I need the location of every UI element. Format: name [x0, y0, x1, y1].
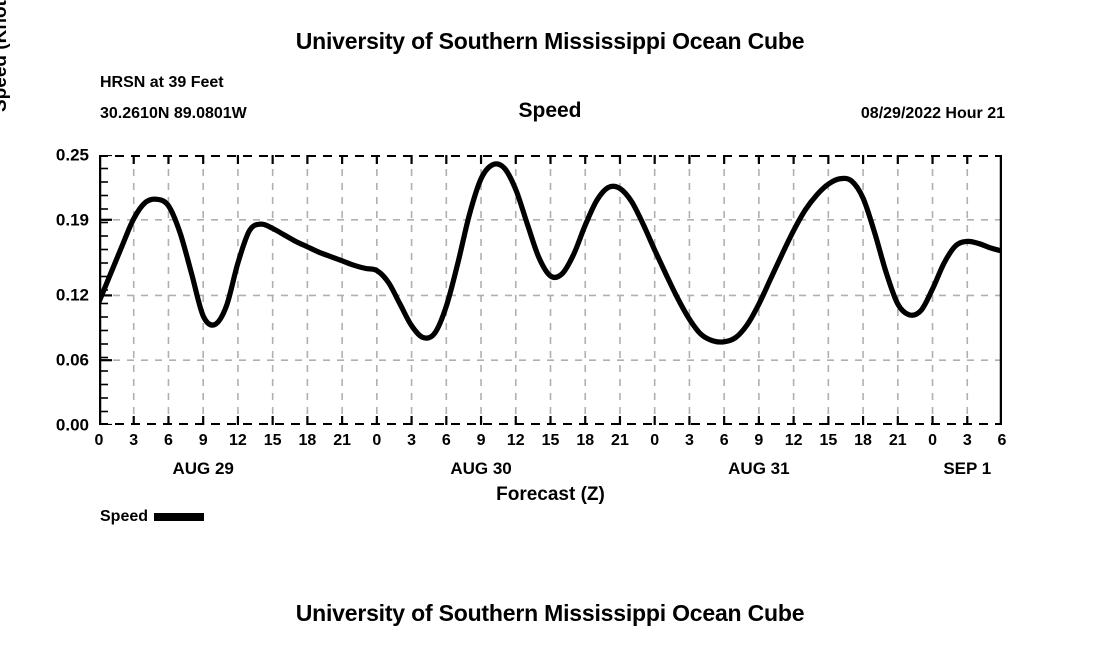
- x-tick-label: 3: [129, 432, 139, 449]
- y-tick-label: 0.12: [55, 285, 89, 305]
- run-time-label: 08/29/2022 Hour 21: [860, 105, 1005, 122]
- x-tick-label: 0: [928, 432, 937, 449]
- x-day-label: AUG 30: [450, 459, 512, 478]
- y-axis-label: Speed (Knots): [0, 0, 11, 112]
- x-tick-label: 3: [407, 432, 417, 449]
- x-tick-label: 18: [854, 432, 872, 449]
- x-tick-label: 6: [719, 432, 729, 449]
- x-tick-label: 9: [198, 432, 208, 449]
- variable-title: Speed: [518, 99, 582, 122]
- x-tick-label: 3: [684, 432, 694, 449]
- legend-swatch-speed: [154, 513, 205, 521]
- x-tick-label: 15: [541, 432, 560, 449]
- x-tick-label: 3: [962, 432, 972, 449]
- y-axis-ticks: 0.00 0.06 0.12 0.19 0.25: [19, 147, 89, 434]
- x-axis-ticks: 0 3 6 9 12 15 18 21 0 3 6 9 12 15 18 21 0 3 6 9 12 15 18 21 0 3 6: [95, 432, 1007, 455]
- x-day-label: AUG 31: [728, 459, 790, 478]
- x-tick-label: 21: [888, 432, 907, 449]
- x-tick-label: 12: [506, 432, 525, 449]
- x-tick-label: 0: [650, 432, 660, 449]
- y-tick-label: 0.19: [55, 210, 89, 230]
- legend-label-speed: Speed: [100, 508, 149, 525]
- coordinates-label: 30.2610N 89.0801W: [100, 105, 247, 122]
- x-tick-label: 6: [441, 432, 451, 449]
- x-day-label: SEP 1: [943, 459, 992, 478]
- x-tick-label: 12: [784, 432, 803, 449]
- series-line-speed: [99, 161, 1002, 345]
- x-tick-label: 6: [997, 432, 1007, 449]
- y-tick-label: 0.06: [55, 350, 89, 370]
- x-tick-label: 18: [298, 432, 317, 449]
- y-tick-label: 0.00: [55, 415, 89, 435]
- x-tick-label: 0: [94, 432, 104, 449]
- chart-legend: Speed: [100, 508, 205, 526]
- x-tick-label: 12: [229, 432, 247, 449]
- x-axis-day-labels: AUG 29 AUG 30 AUG 31 SEP 1: [99, 460, 1002, 484]
- plot-area: [99, 155, 1002, 425]
- y-tick-label: 0.25: [55, 145, 89, 165]
- speed-line-chart: [99, 155, 1002, 425]
- x-tick-label: 15: [263, 432, 282, 449]
- x-tick-label: 21: [611, 432, 629, 449]
- x-tick-label: 15: [819, 432, 838, 449]
- x-tick-label: 0: [372, 432, 382, 449]
- x-tick-label: 21: [333, 432, 351, 449]
- page-title: University of Southern Mississippi Ocean…: [295, 28, 805, 54]
- x-day-label: AUG 29: [172, 459, 234, 478]
- x-tick-label: 6: [164, 432, 173, 449]
- x-tick-label: 9: [476, 432, 486, 449]
- footer-title: University of Southern Mississippi Ocean…: [295, 600, 805, 626]
- x-axis-label: Forecast (Z): [496, 484, 605, 505]
- station-label: HRSN at 39 Feet: [100, 74, 224, 91]
- x-tick-label: 18: [576, 432, 595, 449]
- x-tick-label: 9: [754, 432, 764, 449]
